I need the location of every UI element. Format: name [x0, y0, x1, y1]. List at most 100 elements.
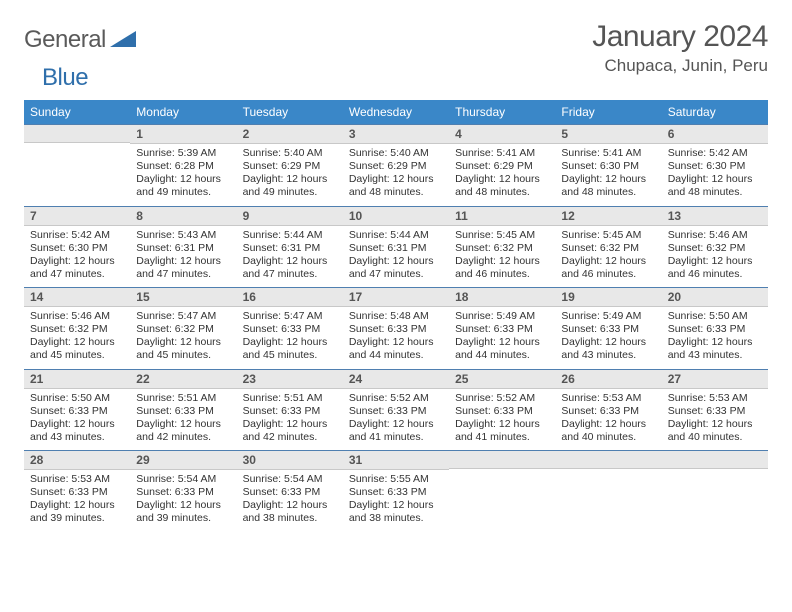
day-details: Sunrise: 5:47 AMSunset: 6:33 PMDaylight:… [237, 307, 343, 369]
logo-text-2: Blue [42, 64, 88, 92]
calendar-cell: 25Sunrise: 5:52 AMSunset: 6:33 PMDayligh… [449, 369, 555, 451]
day-number: 30 [237, 450, 343, 470]
day-number: 6 [662, 124, 768, 144]
calendar-body: 1Sunrise: 5:39 AMSunset: 6:28 PMDaylight… [24, 124, 768, 532]
weekday-header: Saturday [662, 100, 768, 124]
calendar-cell: 23Sunrise: 5:51 AMSunset: 6:33 PMDayligh… [237, 369, 343, 451]
day-number: 21 [24, 369, 130, 389]
title-block: January 2024 Chupaca, Junin, Peru [592, 20, 768, 76]
calendar-cell: 21Sunrise: 5:50 AMSunset: 6:33 PMDayligh… [24, 369, 130, 451]
day-details: Sunrise: 5:54 AMSunset: 6:33 PMDaylight:… [130, 470, 236, 532]
weekday-header: Wednesday [343, 100, 449, 124]
day-details: Sunrise: 5:55 AMSunset: 6:33 PMDaylight:… [343, 470, 449, 532]
day-details: Sunrise: 5:53 AMSunset: 6:33 PMDaylight:… [662, 389, 768, 451]
day-details: Sunrise: 5:51 AMSunset: 6:33 PMDaylight:… [237, 389, 343, 451]
calendar-cell: 31Sunrise: 5:55 AMSunset: 6:33 PMDayligh… [343, 450, 449, 532]
day-details: Sunrise: 5:43 AMSunset: 6:31 PMDaylight:… [130, 226, 236, 288]
calendar-cell: 28Sunrise: 5:53 AMSunset: 6:33 PMDayligh… [24, 450, 130, 532]
empty-day-header [555, 450, 661, 469]
day-details: Sunrise: 5:40 AMSunset: 6:29 PMDaylight:… [343, 144, 449, 206]
calendar-cell: 29Sunrise: 5:54 AMSunset: 6:33 PMDayligh… [130, 450, 236, 532]
calendar-cell: 16Sunrise: 5:47 AMSunset: 6:33 PMDayligh… [237, 287, 343, 369]
calendar-cell: 26Sunrise: 5:53 AMSunset: 6:33 PMDayligh… [555, 369, 661, 451]
weekday-header: Friday [555, 100, 661, 124]
calendar-cell [555, 450, 661, 532]
day-details: Sunrise: 5:48 AMSunset: 6:33 PMDaylight:… [343, 307, 449, 369]
logo-text-1: General [24, 26, 106, 54]
empty-day-header [662, 450, 768, 469]
day-details: Sunrise: 5:53 AMSunset: 6:33 PMDaylight:… [555, 389, 661, 451]
calendar-cell: 13Sunrise: 5:46 AMSunset: 6:32 PMDayligh… [662, 206, 768, 288]
calendar-cell: 1Sunrise: 5:39 AMSunset: 6:28 PMDaylight… [130, 124, 236, 206]
calendar-cell [24, 124, 130, 206]
day-number: 12 [555, 206, 661, 226]
calendar-cell: 12Sunrise: 5:45 AMSunset: 6:32 PMDayligh… [555, 206, 661, 288]
calendar-cell: 7Sunrise: 5:42 AMSunset: 6:30 PMDaylight… [24, 206, 130, 288]
calendar-cell: 17Sunrise: 5:48 AMSunset: 6:33 PMDayligh… [343, 287, 449, 369]
empty-day-body [555, 469, 661, 527]
calendar-cell [449, 450, 555, 532]
calendar-cell: 10Sunrise: 5:44 AMSunset: 6:31 PMDayligh… [343, 206, 449, 288]
day-details: Sunrise: 5:44 AMSunset: 6:31 PMDaylight:… [343, 226, 449, 288]
calendar-cell: 20Sunrise: 5:50 AMSunset: 6:33 PMDayligh… [662, 287, 768, 369]
calendar-cell: 18Sunrise: 5:49 AMSunset: 6:33 PMDayligh… [449, 287, 555, 369]
day-number: 18 [449, 287, 555, 307]
day-details: Sunrise: 5:39 AMSunset: 6:28 PMDaylight:… [130, 144, 236, 206]
calendar-table: SundayMondayTuesdayWednesdayThursdayFrid… [24, 100, 768, 532]
day-number: 1 [130, 124, 236, 144]
calendar-cell: 9Sunrise: 5:44 AMSunset: 6:31 PMDaylight… [237, 206, 343, 288]
calendar-week-row: 21Sunrise: 5:50 AMSunset: 6:33 PMDayligh… [24, 369, 768, 451]
day-details: Sunrise: 5:49 AMSunset: 6:33 PMDaylight:… [449, 307, 555, 369]
day-number: 29 [130, 450, 236, 470]
empty-day-header [24, 124, 130, 143]
day-details: Sunrise: 5:50 AMSunset: 6:33 PMDaylight:… [662, 307, 768, 369]
empty-day-header [449, 450, 555, 469]
weekday-header: Tuesday [237, 100, 343, 124]
day-details: Sunrise: 5:54 AMSunset: 6:33 PMDaylight:… [237, 470, 343, 532]
day-details: Sunrise: 5:49 AMSunset: 6:33 PMDaylight:… [555, 307, 661, 369]
calendar-cell: 4Sunrise: 5:41 AMSunset: 6:29 PMDaylight… [449, 124, 555, 206]
calendar-cell: 2Sunrise: 5:40 AMSunset: 6:29 PMDaylight… [237, 124, 343, 206]
weekday-header: Sunday [24, 100, 130, 124]
day-number: 3 [343, 124, 449, 144]
logo: General [24, 26, 136, 54]
day-number: 16 [237, 287, 343, 307]
page-title: January 2024 [592, 20, 768, 54]
calendar-week-row: 1Sunrise: 5:39 AMSunset: 6:28 PMDaylight… [24, 124, 768, 206]
calendar-head: SundayMondayTuesdayWednesdayThursdayFrid… [24, 100, 768, 124]
day-details: Sunrise: 5:46 AMSunset: 6:32 PMDaylight:… [24, 307, 130, 369]
empty-day-body [449, 469, 555, 527]
day-number: 27 [662, 369, 768, 389]
day-number: 26 [555, 369, 661, 389]
day-number: 7 [24, 206, 130, 226]
calendar-cell: 5Sunrise: 5:41 AMSunset: 6:30 PMDaylight… [555, 124, 661, 206]
calendar-cell: 27Sunrise: 5:53 AMSunset: 6:33 PMDayligh… [662, 369, 768, 451]
day-details: Sunrise: 5:50 AMSunset: 6:33 PMDaylight:… [24, 389, 130, 451]
logo-triangle-icon [110, 29, 136, 52]
calendar-week-row: 14Sunrise: 5:46 AMSunset: 6:32 PMDayligh… [24, 287, 768, 369]
day-number: 15 [130, 287, 236, 307]
day-details: Sunrise: 5:52 AMSunset: 6:33 PMDaylight:… [343, 389, 449, 451]
calendar-cell: 19Sunrise: 5:49 AMSunset: 6:33 PMDayligh… [555, 287, 661, 369]
weekday-header: Monday [130, 100, 236, 124]
day-number: 4 [449, 124, 555, 144]
day-number: 25 [449, 369, 555, 389]
day-number: 24 [343, 369, 449, 389]
day-number: 22 [130, 369, 236, 389]
calendar-cell: 11Sunrise: 5:45 AMSunset: 6:32 PMDayligh… [449, 206, 555, 288]
day-details: Sunrise: 5:41 AMSunset: 6:30 PMDaylight:… [555, 144, 661, 206]
calendar-cell: 14Sunrise: 5:46 AMSunset: 6:32 PMDayligh… [24, 287, 130, 369]
calendar-cell: 24Sunrise: 5:52 AMSunset: 6:33 PMDayligh… [343, 369, 449, 451]
calendar-cell: 3Sunrise: 5:40 AMSunset: 6:29 PMDaylight… [343, 124, 449, 206]
day-details: Sunrise: 5:52 AMSunset: 6:33 PMDaylight:… [449, 389, 555, 451]
calendar-cell: 8Sunrise: 5:43 AMSunset: 6:31 PMDaylight… [130, 206, 236, 288]
calendar-week-row: 7Sunrise: 5:42 AMSunset: 6:30 PMDaylight… [24, 206, 768, 288]
day-details: Sunrise: 5:51 AMSunset: 6:33 PMDaylight:… [130, 389, 236, 451]
day-number: 28 [24, 450, 130, 470]
calendar-cell [662, 450, 768, 532]
location-label: Chupaca, Junin, Peru [592, 56, 768, 76]
day-details: Sunrise: 5:53 AMSunset: 6:33 PMDaylight:… [24, 470, 130, 532]
day-number: 8 [130, 206, 236, 226]
day-details: Sunrise: 5:47 AMSunset: 6:32 PMDaylight:… [130, 307, 236, 369]
day-number: 19 [555, 287, 661, 307]
